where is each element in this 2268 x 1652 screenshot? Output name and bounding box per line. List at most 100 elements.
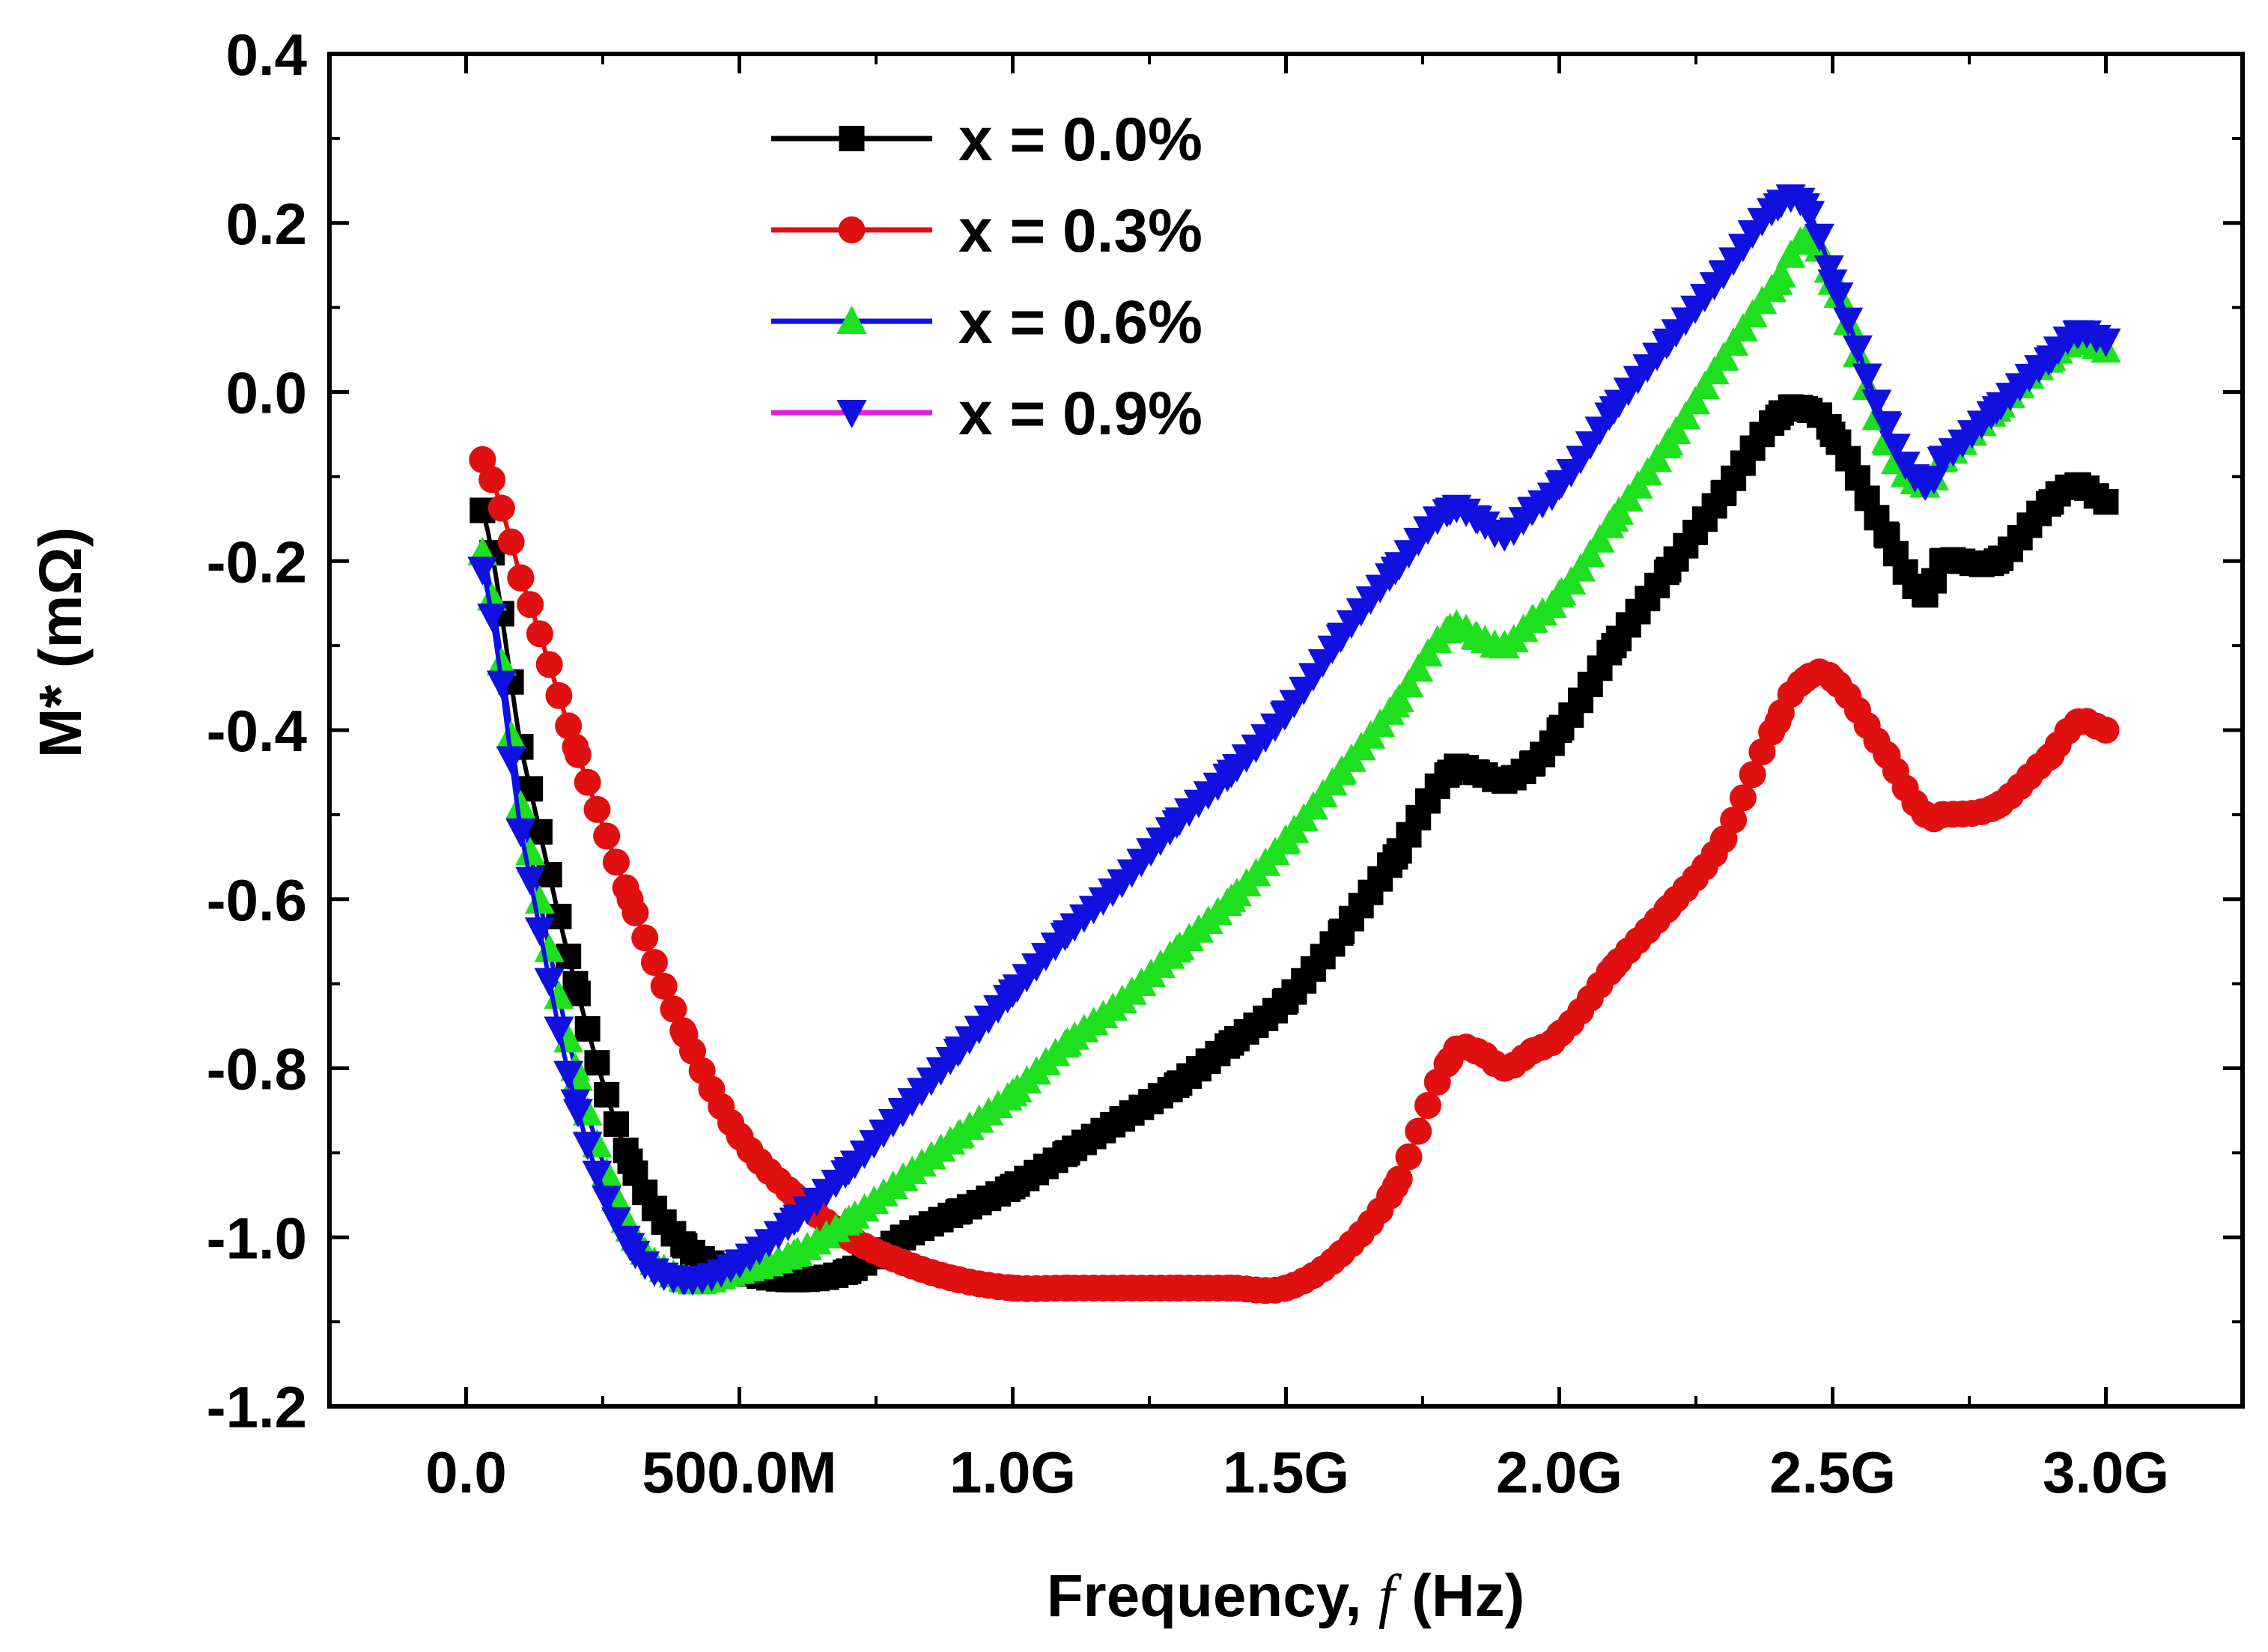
legend-marker	[839, 126, 865, 151]
legend-label: x = 0.3%	[958, 197, 1203, 265]
series-marker	[534, 933, 565, 962]
series-marker	[1680, 386, 1711, 415]
series-marker	[1739, 761, 1766, 789]
series-4	[467, 184, 2121, 1296]
series-marker	[562, 1099, 593, 1128]
series-marker	[1393, 669, 1424, 698]
series-marker	[631, 924, 659, 952]
series-marker	[524, 917, 555, 947]
x-axis-title: Frequency, f (Hz)	[1047, 1562, 1525, 1630]
series-marker	[1575, 538, 1605, 568]
series-marker	[496, 720, 526, 749]
legend-label: x = 0.6%	[958, 288, 1203, 356]
series-marker	[534, 968, 565, 997]
series-marker	[574, 1015, 601, 1042]
series-marker	[1720, 807, 1748, 834]
series-marker	[535, 651, 563, 678]
series-marker	[1795, 201, 1825, 230]
series-marker	[1766, 259, 1796, 288]
series-marker	[1718, 327, 1749, 356]
series-marker	[1729, 784, 1757, 812]
series-marker	[572, 1132, 603, 1161]
series-marker	[669, 1017, 697, 1045]
series-marker	[1385, 1165, 1413, 1193]
series-marker	[601, 1207, 631, 1236]
legend-item: x = 0.3%	[771, 197, 1203, 265]
series-marker	[1861, 389, 1892, 419]
series-marker	[574, 768, 601, 796]
series-marker	[583, 795, 611, 823]
legend-label: x = 0.0%	[958, 106, 1203, 174]
series-marker	[1670, 401, 1701, 430]
series-marker	[621, 899, 649, 927]
legend-item: x = 0.6%	[771, 288, 1203, 356]
series-marker	[505, 818, 536, 847]
y-tick-label: -0.4	[207, 698, 307, 764]
series-marker	[1651, 430, 1682, 459]
x-tick-label: 1.0G	[949, 1439, 1076, 1505]
series-marker	[1880, 434, 1911, 463]
series-layer	[467, 184, 2121, 1305]
series-marker	[2093, 489, 2119, 515]
series-1	[469, 394, 2119, 1293]
y-tick-label: 0.4	[226, 22, 307, 88]
series-marker	[594, 1081, 620, 1108]
series-marker	[524, 884, 555, 914]
series-marker	[612, 874, 639, 902]
series-marker	[487, 494, 515, 522]
series-marker	[1757, 273, 1787, 303]
series-marker	[526, 620, 553, 648]
x-tick-label: 0.0	[425, 1439, 506, 1505]
legend-marker	[836, 306, 867, 334]
y-tick-label: 0.2	[226, 191, 307, 257]
series-marker	[496, 746, 526, 775]
series-marker	[477, 582, 508, 611]
series-marker	[486, 647, 517, 676]
y-tick-label: -0.8	[207, 1036, 307, 1102]
legend-item: x = 0.9%	[771, 380, 1203, 448]
series-marker	[610, 1225, 641, 1254]
x-tick-label: 2.0G	[1496, 1439, 1623, 1505]
legend-marker	[838, 216, 866, 243]
series-marker	[602, 848, 630, 876]
series-marker	[1395, 1143, 1423, 1170]
y-tick-label: 0.0	[226, 360, 307, 426]
series-marker	[544, 1016, 574, 1045]
legend: x = 0.0% x = 0.3% x = 0.6% x = 0.9%	[771, 106, 1203, 448]
series-marker	[1384, 683, 1414, 712]
y-tick-label: -1.2	[207, 1374, 307, 1440]
series-marker	[582, 1160, 612, 1189]
series-marker	[477, 604, 508, 633]
series-marker	[1709, 341, 1739, 371]
series-2	[469, 446, 2120, 1305]
legend-item: x = 0.0%	[771, 106, 1203, 174]
series-marker	[2091, 328, 2121, 357]
series-marker	[545, 681, 573, 709]
series-marker	[1403, 653, 1434, 682]
series-marker	[515, 866, 546, 896]
x-tick-label: 2.5G	[1769, 1439, 1896, 1505]
axes-layer: 0.0 500.0M 1.0G 1.5G 2.0G 2.5G 3.0G 0.4 0.2 0.0 -0…	[207, 22, 2243, 1505]
series-marker	[1699, 356, 1730, 385]
series-marker	[507, 564, 535, 592]
series-marker	[1833, 307, 1864, 336]
series-marker	[1842, 335, 1873, 364]
series-marker	[517, 591, 544, 619]
series-marker	[1823, 282, 1854, 312]
series-marker	[497, 528, 525, 556]
legend-marker	[836, 400, 867, 428]
y-tick-label: -0.2	[207, 529, 307, 595]
y-tick-label: -0.6	[207, 867, 307, 933]
y-axis-title: M* (mΩ)	[27, 527, 94, 759]
series-marker	[660, 995, 687, 1023]
series-marker	[486, 670, 517, 699]
x-tick-label: 1.5G	[1223, 1439, 1349, 1505]
series-marker	[1804, 223, 1834, 252]
series-marker	[1918, 466, 1949, 495]
series-marker	[640, 949, 668, 977]
series-marker	[1852, 363, 1882, 392]
series-marker	[467, 556, 498, 586]
series-marker	[650, 972, 678, 1000]
